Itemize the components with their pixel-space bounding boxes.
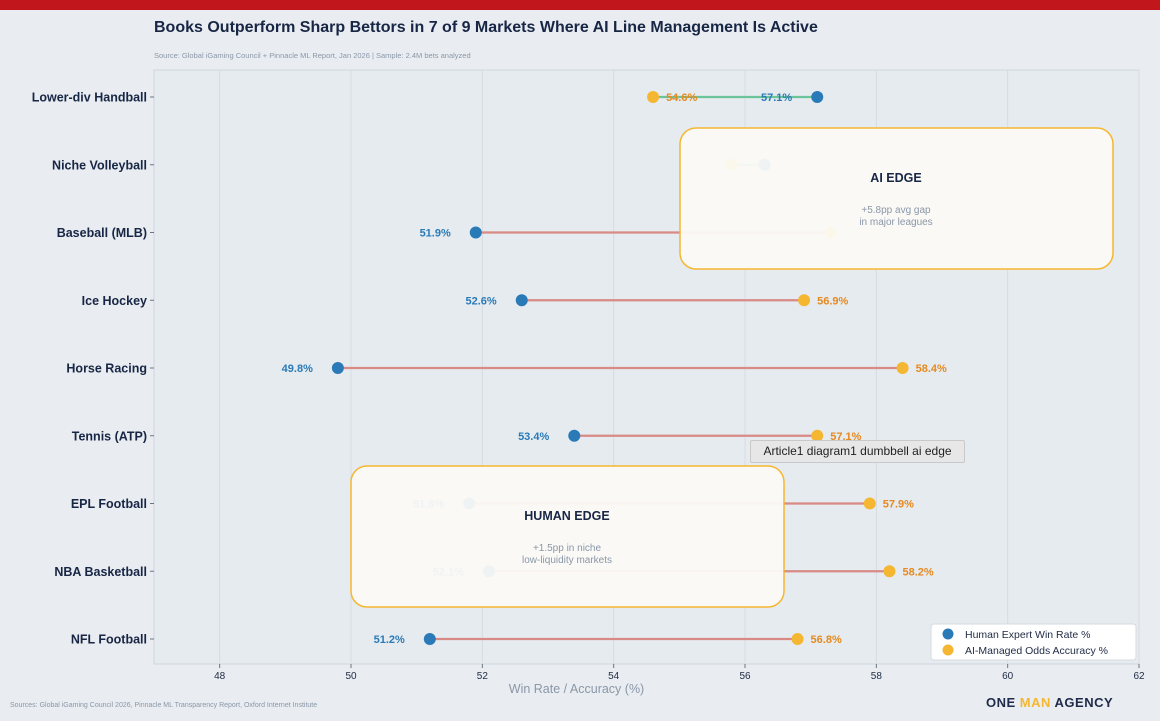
ai-value-label: 57.1%	[830, 431, 861, 443]
ai-value-label: 58.2%	[902, 566, 933, 578]
y-category-label: Horse Racing	[66, 362, 147, 376]
legend-label: AI-Managed Odds Accuracy %	[965, 645, 1108, 657]
ai-point	[896, 362, 909, 374]
y-category-label: NFL Football	[71, 633, 147, 647]
callout-box	[350, 465, 785, 608]
brand-logo: ONE MAN AGENCY	[986, 695, 1113, 710]
legend: Human Expert Win Rate % AI-Managed Odds A…	[930, 623, 1137, 661]
callout-text: +1.5pp in niche	[533, 543, 602, 554]
human-value-label: 49.8%	[282, 363, 313, 375]
y-category-label: Lower-div Handball	[32, 91, 147, 105]
brand-word-man: MAN	[1019, 695, 1051, 710]
human-point	[568, 429, 581, 442]
ai-value-label: 56.9%	[817, 295, 848, 307]
callout-text: low-liquidity markets	[522, 555, 612, 566]
y-category-label: Niche Volleyball	[52, 158, 147, 172]
human-value-label: 51.2%	[374, 634, 405, 646]
y-category-label: EPL Football	[71, 497, 147, 511]
x-tick-label: 58	[871, 671, 883, 682]
legend-marker	[942, 644, 954, 656]
ai-value-label: 58.4%	[916, 363, 947, 375]
x-tick-label: 60	[1002, 671, 1014, 682]
x-tick-label: 52	[477, 671, 489, 682]
legend-marker	[942, 628, 954, 640]
x-tick-label: 56	[739, 671, 751, 682]
x-tick-label: 50	[345, 671, 357, 682]
human-point	[515, 294, 528, 307]
human-point	[423, 633, 436, 645]
y-category-label: Baseball (MLB)	[57, 226, 147, 240]
human-value-label: 52.6%	[466, 295, 497, 307]
brand-word-one: ONE	[986, 695, 1016, 710]
legend-label: Human Expert Win Rate %	[965, 629, 1090, 641]
callout-title: AI EDGE	[870, 171, 921, 185]
callout-text: +5.8pp avg gap	[861, 205, 931, 216]
ai-point	[647, 91, 660, 103]
ai-point	[863, 497, 876, 510]
human-value-label: 57.1%	[761, 92, 792, 104]
callout-title: HUMAN EDGE	[524, 509, 609, 523]
ai-point	[811, 429, 824, 442]
human-value-label: 51.9%	[420, 228, 451, 240]
x-tick-label: 48	[214, 671, 226, 682]
human-value-label: 53.4%	[518, 431, 549, 443]
ai-value-label: 56.8%	[811, 634, 842, 646]
ai-point	[798, 294, 811, 307]
human-point	[469, 226, 482, 239]
callout-text: in major leagues	[859, 217, 932, 228]
top-accent-bar	[0, 0, 1160, 10]
legend-box	[930, 623, 1137, 661]
brand-word-agency: AGENCY	[1054, 695, 1114, 710]
callout-box	[679, 127, 1114, 270]
x-tick-label: 54	[608, 671, 620, 682]
y-category-label: Tennis (ATP)	[72, 429, 147, 443]
ai-value-label: 54.6%	[666, 92, 697, 104]
ai-point	[791, 633, 804, 645]
footer-sources: Sources: Global iGaming Council 2026, Pi…	[10, 702, 318, 709]
x-tick-label: 62	[1133, 671, 1145, 682]
chart-subtitle: Source: Global iGaming Council + Pinnacl…	[154, 51, 471, 60]
y-category-label: NBA Basketball	[54, 565, 147, 579]
tooltip: Article1 diagram1 dumbbell ai edge	[750, 440, 965, 463]
chart-title: Books Outperform Sharp Bettors in 7 of 9…	[154, 19, 818, 36]
ai-value-label: 57.9%	[883, 499, 914, 511]
ai-point	[883, 565, 896, 578]
human-point	[331, 362, 344, 374]
human-point	[811, 91, 824, 103]
x-axis-label: Win Rate / Accuracy (%)	[509, 682, 644, 696]
y-category-label: Ice Hockey	[82, 294, 147, 308]
